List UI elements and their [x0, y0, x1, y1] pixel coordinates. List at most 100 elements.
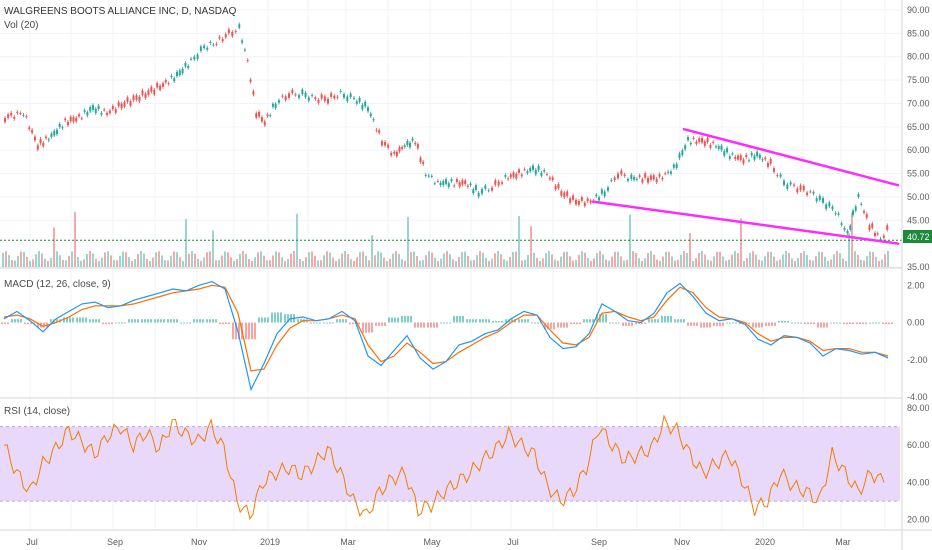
macd-histogram-bar — [134, 319, 136, 323]
volume-bar — [410, 252, 412, 267]
price-tick-label: 55.00 — [907, 169, 930, 179]
candle-body — [246, 60, 249, 62]
macd-histogram-bar — [644, 322, 646, 325]
candle-body — [586, 198, 589, 202]
candle-body — [311, 95, 314, 97]
macd-histogram-bar — [319, 322, 321, 324]
volume-bar — [416, 255, 418, 267]
candle-body — [857, 194, 860, 197]
time-tick-label: Jul — [507, 537, 519, 547]
volume-bar — [146, 258, 148, 267]
volume-bar — [317, 260, 319, 267]
candle-body — [546, 173, 548, 175]
volume-bar — [104, 252, 106, 267]
volume-bar — [473, 259, 475, 267]
candle-body — [518, 169, 520, 173]
macd-histogram-bar — [618, 322, 620, 324]
candle-body — [75, 117, 78, 122]
macd-histogram-bar — [420, 322, 422, 328]
volume-bar — [332, 257, 334, 267]
candle-body — [164, 80, 167, 83]
volume-bar — [122, 251, 124, 267]
volume-bar — [476, 255, 478, 267]
volume-bar — [632, 251, 634, 267]
candle-body — [620, 170, 623, 175]
macd-histogram-bar — [89, 319, 91, 323]
macd-histogram-bar — [885, 322, 887, 325]
macd-histogram-bar — [469, 319, 471, 323]
volume-bar — [620, 256, 622, 267]
volume-bar — [209, 251, 211, 267]
candle-body — [224, 34, 227, 38]
macd-tick-label: -2.00 — [907, 355, 928, 365]
time-tick-label: Nov — [674, 537, 691, 547]
candle-body — [227, 29, 230, 34]
macd-histogram-bar — [592, 319, 594, 323]
macd-label: MACD (12, 26, close, 9) — [4, 279, 111, 290]
candle-body — [243, 49, 246, 51]
candle-body — [181, 68, 184, 74]
candle-body — [144, 93, 147, 99]
candle-body — [534, 169, 537, 175]
macd-histogram-bar — [804, 322, 806, 325]
macd-histogram-bar — [703, 322, 705, 328]
macd-histogram-bar — [670, 315, 672, 323]
candle-body — [58, 123, 61, 128]
volume-bar — [854, 251, 856, 267]
macd-histogram-bar — [612, 322, 614, 324]
candle-body — [436, 180, 439, 182]
candle-body — [28, 127, 31, 130]
macd-histogram-bar — [69, 317, 71, 323]
candle-body — [678, 153, 681, 159]
volume-bar — [659, 260, 661, 267]
candle-body — [481, 189, 483, 194]
volume-bar — [8, 255, 10, 267]
macd-histogram-bar — [206, 319, 208, 323]
macd-histogram-bar — [654, 319, 656, 323]
volume-bar — [614, 251, 616, 267]
macd-histogram-bar — [869, 322, 871, 324]
volume-bar — [224, 251, 226, 267]
volume-bar — [575, 259, 577, 267]
volume-bar — [821, 251, 823, 267]
candle-body — [147, 90, 150, 95]
macd-histogram-bar — [349, 322, 351, 325]
macd-histogram-bar — [222, 322, 224, 325]
macd-histogram-bar — [622, 322, 624, 326]
volume-bar — [638, 258, 640, 267]
volume-bar — [458, 256, 460, 267]
volume-bar — [482, 252, 484, 267]
time-tick-label: 2020 — [755, 537, 775, 547]
macd-histogram-bar — [563, 322, 565, 328]
volume-bar — [446, 251, 448, 267]
candle-body — [802, 186, 805, 191]
volume-bar — [590, 260, 592, 267]
macd-histogram-bar — [118, 322, 120, 324]
volume-bar — [311, 251, 313, 267]
candle-body — [776, 175, 779, 177]
macd-histogram-bar — [50, 319, 52, 323]
volume-bar — [434, 257, 436, 267]
candle-body — [557, 184, 560, 189]
macd-histogram-bar — [365, 322, 367, 333]
macd-histogram-bar — [709, 322, 711, 328]
volume-bar — [749, 252, 751, 267]
price-tick-label: 65.00 — [907, 122, 930, 132]
macd-histogram-bar — [1, 322, 3, 325]
macd-histogram-bar — [800, 322, 802, 324]
candle-body — [114, 109, 117, 113]
macd-histogram-bar — [856, 322, 858, 325]
candle-body — [304, 92, 307, 98]
macd-histogram-bar — [534, 322, 536, 324]
candle-body — [126, 97, 129, 102]
candle-body — [551, 177, 554, 181]
volume-bar — [308, 252, 310, 267]
candle-body — [320, 94, 323, 99]
volume-bar — [656, 259, 658, 267]
macd-histogram-bar — [401, 315, 403, 323]
candle-body — [852, 210, 854, 216]
candle-body — [756, 151, 759, 157]
volume-bar — [170, 255, 172, 267]
volume-bar — [302, 260, 304, 267]
